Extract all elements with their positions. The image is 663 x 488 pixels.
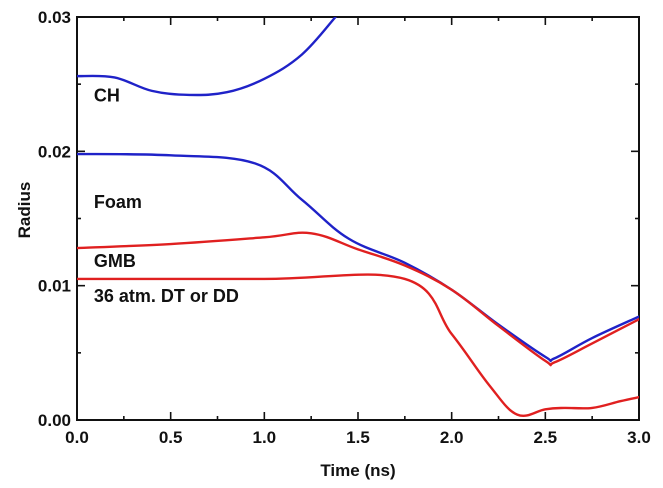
y-axis-title: Radius [15,182,34,239]
x-axis-tick-labels: 0.0 0.5 1.0 1.5 2.0 2.5 3.0 [65,428,651,447]
annotation-label: CH [94,86,120,106]
x-tick-label: 1.5 [346,428,370,447]
annotation-label: Foam [94,192,142,212]
series-layer [77,17,639,417]
x-axis-title: Time (ns) [320,461,395,480]
series-line-3 [77,231,639,367]
axis-ticks [76,16,640,421]
series-line-2 [77,152,639,363]
x-tick-label: 2.0 [440,428,464,447]
x-tick-label: 1.0 [253,428,277,447]
y-tick-label: 0.00 [38,411,71,430]
x-tick-label: 0.0 [65,428,89,447]
series-line-1 [77,17,337,97]
series-line-4 [77,273,639,417]
x-tick-label: 2.5 [534,428,558,447]
x-tick-label: 0.5 [159,428,183,447]
annotation-label: 36 atm. DT or DD [94,286,239,306]
y-tick-label: 0.03 [38,8,71,27]
y-axis-tick-labels: 0.00 0.01 0.02 0.03 [38,8,71,430]
y-tick-label: 0.02 [38,142,71,161]
x-tick-label: 3.0 [627,428,651,447]
y-tick-label: 0.01 [38,277,71,296]
annotation-label: GMB [94,251,136,271]
annotations: CH Foam GMB 36 atm. DT or DD [94,86,239,306]
plot-frame [76,16,640,421]
